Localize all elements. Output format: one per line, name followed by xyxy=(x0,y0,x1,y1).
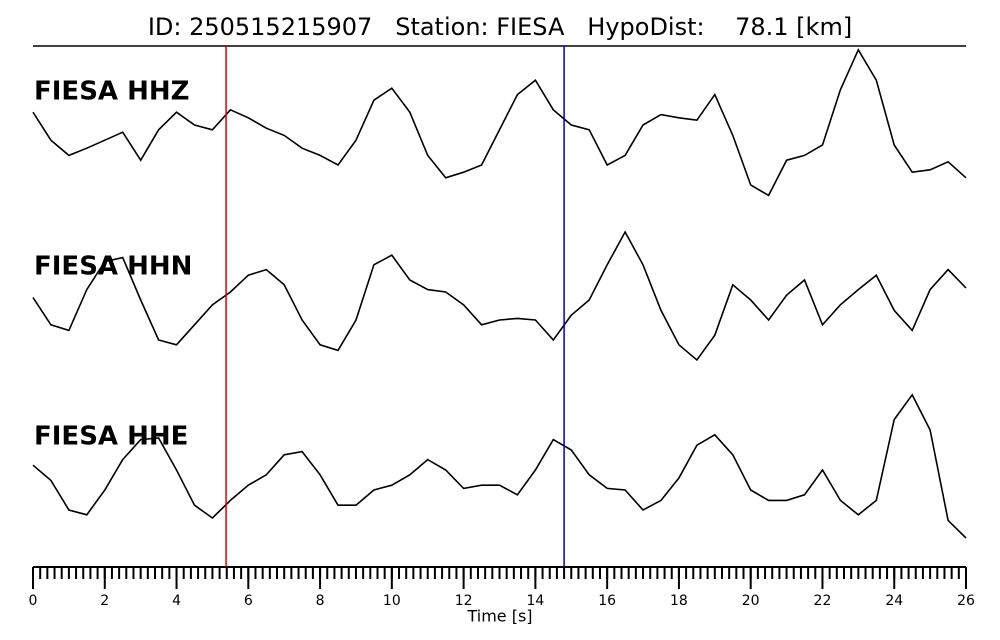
x-tick-label: 4 xyxy=(172,593,181,609)
x-tick-label: 18 xyxy=(670,593,688,609)
x-tick-label: 26 xyxy=(957,593,975,609)
x-tick-label: 0 xyxy=(29,593,38,609)
x-tick-label: 16 xyxy=(598,593,616,609)
chart-title: ID: 250515215907 Station: FIESA HypoDist… xyxy=(148,13,852,41)
x-axis-label: Time [s] xyxy=(466,607,532,626)
trace xyxy=(32,230,967,362)
x-tick-label: 20 xyxy=(742,593,760,609)
trace-label: FIESA HHZ xyxy=(34,77,189,107)
trace-label: FIESA HHE xyxy=(34,422,188,452)
x-tick-label: 14 xyxy=(526,593,544,609)
trace xyxy=(32,48,967,197)
x-tick-label: 2 xyxy=(100,593,109,609)
x-tick-label: 12 xyxy=(455,593,473,609)
trace-label: FIESA HHN xyxy=(34,252,192,282)
x-tick-label: 10 xyxy=(383,593,401,609)
x-tick-label: 8 xyxy=(316,593,325,609)
x-tick-label: 24 xyxy=(885,593,903,609)
x-tick-label: 6 xyxy=(244,593,253,609)
trace xyxy=(32,393,967,539)
x-tick-label: 22 xyxy=(814,593,832,609)
